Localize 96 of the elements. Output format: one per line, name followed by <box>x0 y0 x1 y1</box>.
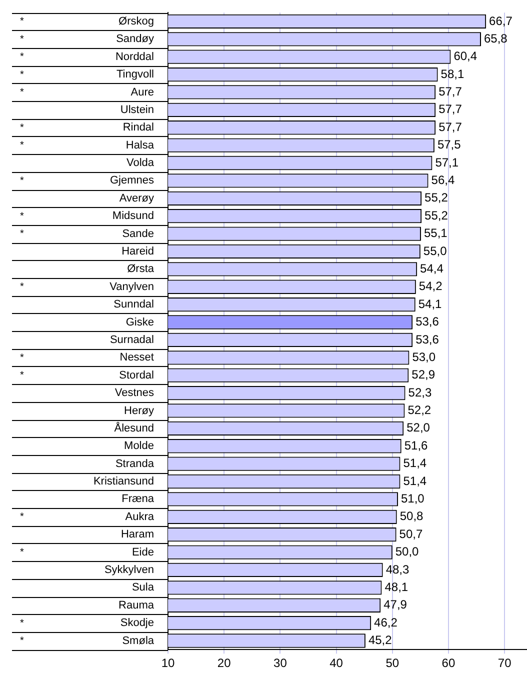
text: * <box>20 122 24 134</box>
data-label: 52,9 <box>412 368 436 382</box>
y-tick-label: Aukra <box>125 510 155 523</box>
data-label: 50,8 <box>400 509 424 524</box>
data-label: 45,2 <box>368 633 392 648</box>
data-label: 51,4 <box>403 474 427 488</box>
x-tick-label: 70 <box>498 656 512 670</box>
text: * <box>20 210 24 222</box>
data-label: 47,9 <box>384 598 408 612</box>
text: * <box>20 34 24 45</box>
y-tick-label: Tingvoll <box>116 68 154 81</box>
text: * <box>20 352 24 364</box>
y-tick-label: Stranda <box>115 458 155 470</box>
y-tick-label: Vanylven <box>110 280 154 293</box>
y-tick-label: Giske <box>126 316 154 328</box>
y-tick-label: Volda <box>126 157 155 170</box>
data-label: 60,4 <box>454 49 478 64</box>
data-label: 55,2 <box>424 208 448 222</box>
text: * <box>20 282 24 293</box>
y-tick-label: Surnadal <box>110 334 154 346</box>
data-label: 50,0 <box>395 544 420 559</box>
y-tick-label: Sandøy <box>116 33 154 46</box>
data-label: 52,2 <box>408 403 432 418</box>
data-label: 48,3 <box>386 562 410 576</box>
text: * <box>20 175 24 186</box>
y-tick-label: Skodje <box>120 617 154 630</box>
y-tick-label: Sande <box>122 228 154 240</box>
text: * <box>20 52 24 63</box>
y-tick-label: Averøy <box>119 192 154 204</box>
text: * <box>20 547 24 558</box>
y-tick-label: Hareid <box>122 246 154 258</box>
y-tick-label: Nesset <box>120 352 154 364</box>
y-tick-label: Gjemnes <box>110 174 154 187</box>
y-tick-label: Smøla <box>122 634 155 647</box>
data-label: 55,0 <box>423 244 448 258</box>
data-label: 58,1 <box>440 66 464 81</box>
y-tick-label: Fræna <box>122 493 155 506</box>
y-tick-label: Rindal <box>122 122 154 134</box>
data-label: 54,4 <box>420 261 444 276</box>
text: * <box>20 69 24 80</box>
data-label: 50,7 <box>399 526 423 541</box>
data-label: 57,7 <box>438 120 462 134</box>
y-tick-label: Ørsta <box>127 263 155 276</box>
data-label: 53,6 <box>416 314 440 329</box>
data-label: 54,1 <box>418 296 442 311</box>
data-label: 53,0 <box>412 350 436 364</box>
data-label: 57,7 <box>438 102 462 116</box>
y-tick-label: Rauma <box>118 599 155 612</box>
text: * <box>20 636 24 647</box>
x-tick-label: 30 <box>274 656 288 670</box>
data-label: 52,0 <box>406 420 430 435</box>
data-label: 51,0 <box>400 492 425 506</box>
y-tick-label: Sykkylven <box>104 564 154 576</box>
y-tick-label: Ålesund <box>114 421 154 434</box>
text: * <box>20 86 24 98</box>
data-label: 57,7 <box>438 84 462 99</box>
text: * <box>20 370 24 382</box>
y-tick-label: Sunndal <box>114 298 154 311</box>
data-label: 57,1 <box>435 155 459 170</box>
y-tick-label: Norddal <box>115 50 154 63</box>
data-label: 53,6 <box>416 332 440 346</box>
data-label: 65,8 <box>484 31 508 46</box>
y-tick-label: Herøy <box>124 404 154 417</box>
y-tick-label: Eide <box>132 546 154 558</box>
data-label: 54,2 <box>418 279 443 294</box>
data-label: 55,2 <box>424 190 448 205</box>
data-label: 52,3 <box>408 385 432 400</box>
y-tick-label: Vestnes <box>114 387 154 400</box>
data-label: 51,6 <box>404 438 428 452</box>
data-label: 48,1 <box>384 580 408 594</box>
y-tick-label: Aure <box>130 86 154 98</box>
y-tick-label: Molde <box>124 440 154 452</box>
x-tick-label: 40 <box>330 656 344 670</box>
text: * <box>20 512 24 523</box>
data-label: 51,4 <box>403 456 427 470</box>
y-tick-label: Sula <box>132 582 155 594</box>
text: * <box>20 16 24 28</box>
y-tick-label: Stordal <box>119 369 154 382</box>
data-label: 46,2 <box>374 615 398 630</box>
data-label: 56,4 <box>431 173 455 188</box>
data-label: 57,5 <box>437 138 462 152</box>
text: * <box>20 140 24 152</box>
text: * <box>20 228 24 240</box>
y-tick-label: Ørskog <box>118 15 154 28</box>
y-tick-label: Halsa <box>126 139 155 152</box>
x-tick-label: 10 <box>161 656 175 670</box>
y-tick-label: Ulstein <box>120 104 154 116</box>
x-tick-label: 20 <box>217 656 232 670</box>
x-tick-label: 50 <box>386 656 400 670</box>
y-tick-label: Haram <box>120 528 154 541</box>
text: * <box>20 618 24 629</box>
y-tick-label: Kristiansund <box>93 476 154 488</box>
data-label: 66,7 <box>489 14 513 28</box>
x-tick-label: 60 <box>442 656 456 670</box>
y-tick-label: Midsund <box>112 210 154 222</box>
data-label: 55,1 <box>424 226 448 240</box>
